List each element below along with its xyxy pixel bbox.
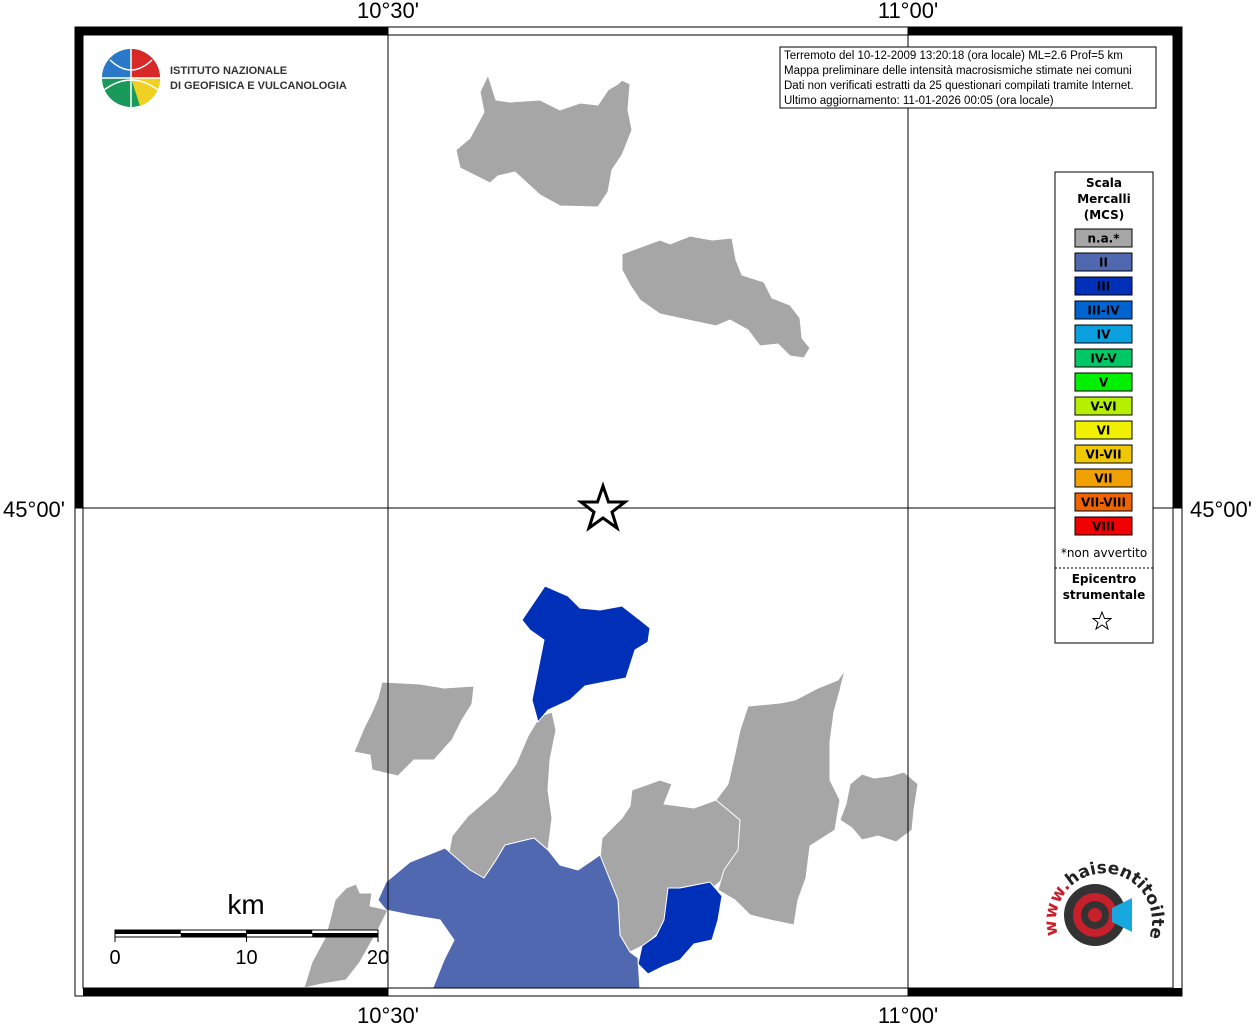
- municipality: [455, 73, 633, 208]
- frame-inner: [82, 34, 1174, 989]
- municipality-ii: [377, 837, 641, 988]
- info-line: Mappa preliminare delle intensità macros…: [784, 65, 1132, 77]
- frame-bars: [75, 27, 1182, 996]
- logo-text: DI GEOFISICA E VULCANOLOGIA: [170, 80, 347, 92]
- legend-swatch: [1074, 228, 1133, 248]
- graticule: [75, 27, 1182, 996]
- info-box: [779, 46, 1157, 109]
- lon-label: 10°30': [357, 0, 419, 23]
- legend-label: V-VI: [1090, 400, 1116, 414]
- municipality: [839, 771, 919, 843]
- legend-swatch: [1074, 348, 1133, 368]
- scale-bar-segment: [180, 933, 247, 937]
- legend-swatch: [1074, 300, 1133, 320]
- legend-title: Mercalli: [1077, 192, 1131, 206]
- municipality-iii: [637, 881, 723, 975]
- scale-bar-segment: [312, 933, 378, 937]
- legend-star: [1091, 610, 1113, 631]
- scale-tick-label: 10: [235, 947, 257, 969]
- info-lines: Terremoto del 10-12-2009 13:20:18 (ora l…: [784, 50, 1134, 107]
- legend-swatch: [1074, 468, 1133, 488]
- legend-label: III: [1097, 280, 1110, 294]
- municipality-iii: [521, 585, 651, 724]
- municipality: [621, 235, 811, 359]
- info-line: Dati non verificati estratti da 25 quest…: [784, 80, 1134, 92]
- lat-label: 45°00': [1190, 497, 1252, 522]
- scale-tick-label: 0: [109, 947, 120, 969]
- municipalities: [303, 73, 919, 988]
- lon-label: 10°30': [357, 1003, 419, 1024]
- legend-epicenter: strumentale: [1063, 588, 1146, 602]
- lat-label: 45°00': [3, 497, 65, 522]
- legend-label: V: [1099, 376, 1109, 390]
- legend-swatch: [1074, 372, 1133, 392]
- legend-title: Scala: [1086, 176, 1122, 190]
- legend-label: VII-VIII: [1081, 496, 1126, 510]
- epicenter: [576, 481, 630, 532]
- legend-label: VI-VII: [1085, 448, 1121, 462]
- municipality: [353, 681, 475, 777]
- legend-label: III-IV: [1087, 304, 1120, 318]
- logo-text: ISTITUTO NAZIONALE: [170, 65, 287, 77]
- scale-unit: km: [227, 889, 264, 920]
- legend-label: VII: [1094, 472, 1112, 486]
- legend-label: II: [1099, 256, 1108, 270]
- legend-swatch: [1074, 516, 1133, 536]
- municipality: [715, 669, 846, 926]
- legend-epicenter: Epicentro: [1072, 572, 1137, 586]
- info-line: Terremoto del 10-12-2009 13:20:18 (ora l…: [784, 50, 1123, 62]
- legend-note: *non avvertito: [1061, 546, 1147, 560]
- scale-bar: km 0 10 20: [109, 889, 389, 969]
- legend-label: VIII: [1092, 520, 1115, 534]
- legend-swatch: [1074, 252, 1133, 272]
- scale-bar-segment: [246, 930, 313, 934]
- scale-bar-segment: [115, 930, 181, 934]
- info-line: Ultimo aggiornamento: 11-01-2026 00:05 (…: [784, 95, 1054, 107]
- scale-tick-label: 20: [367, 947, 389, 969]
- legend-swatch: [1074, 444, 1133, 464]
- legend-swatch: [1074, 420, 1133, 440]
- legend-title: (MCS): [1084, 208, 1125, 222]
- legend-swatch: [1074, 396, 1133, 416]
- frame: [74, 26, 1183, 997]
- legend-swatch: [1074, 324, 1133, 344]
- lon-label: 11°00': [878, 1003, 938, 1024]
- lon-label: 11°00': [878, 0, 938, 23]
- legend-label: VI: [1097, 424, 1111, 438]
- legend-label: IV-V: [1090, 352, 1117, 366]
- legend-label: n.a.*: [1087, 232, 1120, 246]
- legend-label: IV: [1097, 328, 1111, 342]
- legend-swatch: [1074, 276, 1133, 296]
- legend: ScalaMercalli(MCS)n.a.*IIIIIIII-IVIVIV-V…: [1074, 176, 1133, 536]
- ingv-logo: ISTITUTO NAZIONALE DI GEOFISICA E VULCAN…: [102, 49, 347, 107]
- legend-swatch: [1074, 492, 1133, 512]
